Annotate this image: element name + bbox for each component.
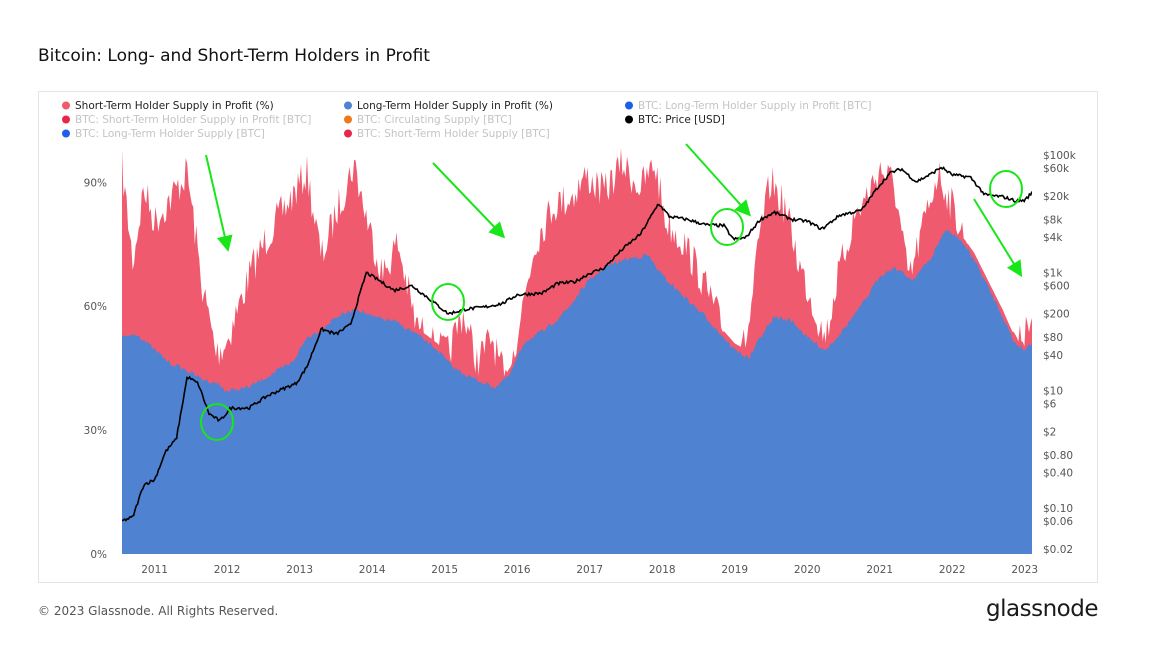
legend-swatch xyxy=(344,101,352,110)
right-tick-label: $60k xyxy=(1043,163,1070,175)
legend-item-label: BTC: Short-Term Holder Supply [BTC] xyxy=(357,128,550,140)
right-tick-label: $200 xyxy=(1043,309,1070,321)
x-tick-label: 2012 xyxy=(214,564,241,576)
x-tick-label: 2019 xyxy=(721,564,748,576)
left-tick-label: 60% xyxy=(84,301,107,313)
x-tick-label: 2022 xyxy=(939,564,966,576)
left-tick-label: 90% xyxy=(84,177,107,189)
annotation-arrow xyxy=(973,198,1023,278)
legend-swatch xyxy=(62,129,70,138)
legend-item-label: Short-Term Holder Supply in Profit (%) xyxy=(75,100,274,112)
annotation-arrow xyxy=(685,143,752,217)
right-tick-label: $4k xyxy=(1043,232,1063,244)
right-tick-label: $80 xyxy=(1043,332,1063,344)
price-line xyxy=(122,166,1032,522)
legend-item-label: BTC: Long-Term Holder Supply [BTC] xyxy=(75,128,265,140)
x-tick-label: 2018 xyxy=(649,564,676,576)
left-tick-label: 30% xyxy=(84,425,107,437)
legend-swatch xyxy=(344,115,352,124)
right-tick-label: $100k xyxy=(1043,150,1077,162)
legend-swatch xyxy=(62,115,70,124)
chart-legend: Short-Term Holder Supply in Profit (%) Lo… xyxy=(62,100,872,140)
right-tick-label: $0.02 xyxy=(1043,544,1073,556)
chart-title: Bitcoin: Long- and Short-Term Holders in… xyxy=(38,46,430,66)
legend-item-label: BTC: Short-Term Holder Supply in Profit … xyxy=(75,114,311,126)
right-tick-label: $0.06 xyxy=(1043,516,1073,528)
legend-swatch xyxy=(625,101,633,110)
right-tick-label: $10 xyxy=(1043,385,1063,397)
right-tick-label: $40 xyxy=(1043,350,1063,362)
right-tick-label: $2 xyxy=(1043,426,1056,438)
legend-swatch xyxy=(344,129,352,138)
annotation-circle xyxy=(989,170,1023,208)
right-tick-label: $1k xyxy=(1043,268,1063,280)
right-tick-label: $600 xyxy=(1043,281,1070,293)
annotation-arrow xyxy=(432,162,506,239)
lth-area xyxy=(122,230,1032,554)
legend-swatch xyxy=(625,115,633,124)
x-axis: 2011 2012 2013 2014 2015 2016 2017 2018 2019 2020… xyxy=(141,564,1038,576)
plot-area xyxy=(122,147,1032,554)
right-tick-label: $8k xyxy=(1043,215,1063,227)
legend-item-label: Long-Term Holder Supply in Profit (%) xyxy=(357,100,553,112)
right-axis: $100k$60k$20k$8k$4k$1k$600$200$80$40$10$… xyxy=(1043,150,1077,556)
legend-item-label: BTC: Long-Term Holder Supply in Profit [… xyxy=(638,100,872,112)
x-tick-label: 2023 xyxy=(1011,564,1038,576)
x-tick-label: 2014 xyxy=(359,564,386,576)
chart-svg: Short-Term Holder Supply in Profit (%) Lo… xyxy=(62,100,1077,576)
left-tick-label: 0% xyxy=(90,549,107,561)
x-tick-label: 2013 xyxy=(286,564,313,576)
x-tick-label: 2011 xyxy=(141,564,168,576)
copyright-text: © 2023 Glassnode. All Rights Reserved. xyxy=(38,604,279,618)
right-tick-label: $0.10 xyxy=(1043,503,1073,515)
right-tick-label: $6 xyxy=(1043,398,1057,410)
annotations xyxy=(200,143,1023,441)
legend-swatch xyxy=(62,101,70,110)
left-axis: 0% 30% 60% 90% xyxy=(84,177,107,561)
x-tick-label: 2020 xyxy=(794,564,821,576)
x-tick-label: 2021 xyxy=(866,564,893,576)
chart-panel: Short-Term Holder Supply in Profit (%) Lo… xyxy=(38,91,1098,583)
legend-item-label: BTC: Circulating Supply [BTC] xyxy=(357,114,512,126)
annotation-circle xyxy=(200,403,234,441)
x-tick-label: 2016 xyxy=(504,564,531,576)
x-tick-label: 2015 xyxy=(431,564,458,576)
glassnode-logo[interactable]: glassnode xyxy=(986,596,1098,622)
annotation-arrow xyxy=(205,154,233,252)
annotation-circle xyxy=(431,283,465,321)
x-tick-label: 2017 xyxy=(576,564,603,576)
right-tick-label: $0.40 xyxy=(1043,467,1073,479)
legend-item-label: BTC: Price [USD] xyxy=(638,114,725,126)
right-tick-label: $0.80 xyxy=(1043,450,1073,462)
annotation-circle xyxy=(710,208,744,246)
right-tick-label: $20k xyxy=(1043,191,1070,203)
